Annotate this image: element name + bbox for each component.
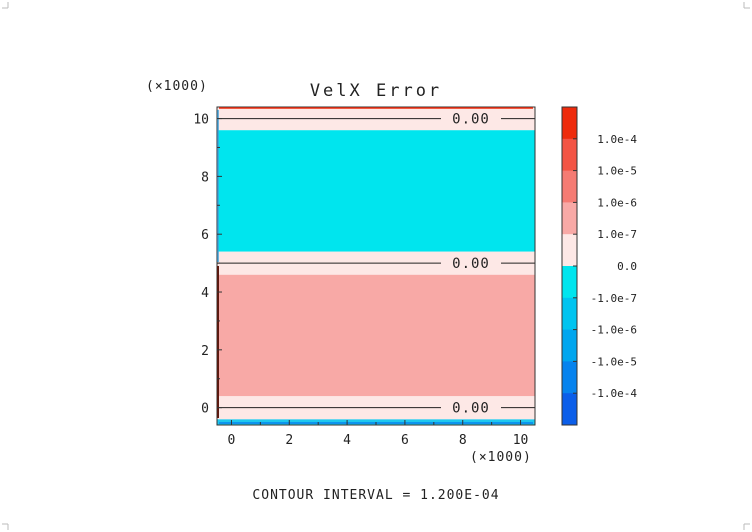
colorbar-label-7: -1.0e-5: [591, 355, 637, 368]
colorbar-swatch-0: [562, 107, 577, 140]
y-tick-label-5: 10: [193, 113, 209, 128]
x-tick-label-1: 2: [285, 433, 293, 448]
colorbar-swatch-1: [562, 138, 577, 172]
colorbar: 1.0e-4 1.0e-5 1.0e-6 1.0e-7 0.0 -1.0e-7 -1.0e-…: [561, 106, 638, 426]
x-tick-label-4: 8: [459, 433, 467, 448]
colorbar-label-6: -1.0e-6: [591, 324, 637, 337]
x-axis: 0 2 4 6 8 10: [228, 420, 529, 448]
chart-title: VelX Error: [310, 81, 442, 101]
colorbar-swatch-8: [562, 361, 577, 394]
x-multiplier-label: (×1000): [470, 450, 532, 465]
colorbar-label-4: 0.0: [617, 260, 637, 273]
contour-interval-footer: CONTOUR INTERVAL = 1.200E-04: [252, 488, 499, 503]
plot-area: [217, 107, 535, 425]
heatmap-band-2: [217, 274, 535, 397]
colorbar-label-8: -1.0e-4: [591, 387, 638, 400]
y-tick-label-0: 0: [201, 402, 209, 417]
contour-label-2: 0.00: [452, 112, 490, 128]
x-tick-label-2: 4: [343, 433, 351, 448]
colorbar-label-2: 1.0e-6: [597, 196, 637, 209]
x-tick-label-0: 0: [228, 433, 236, 448]
y-tick-label-3: 6: [201, 228, 209, 243]
colorbar-swatch-5: [562, 266, 577, 299]
y-axis: 0 2 4 6 8 10: [193, 113, 222, 417]
colorbar-swatch-2: [562, 170, 577, 203]
colorbar-swatch-4: [562, 234, 577, 267]
y-tick-label-2: 4: [201, 286, 209, 301]
colorbar-label-3: 1.0e-7: [597, 228, 637, 241]
colorbar-label-1: 1.0e-5: [597, 165, 637, 178]
colorbar-swatch-9: [562, 393, 577, 426]
contour-label-1: 0.00: [452, 256, 490, 272]
colorbar-label-0: 1.0e-4: [597, 133, 637, 146]
x-tick-label-5: 10: [513, 433, 529, 448]
y-tick-label-1: 2: [201, 344, 209, 359]
left-edge-artifact: [217, 107, 533, 424]
contour-label-0: 0.00: [452, 401, 490, 417]
colorbar-label-5: -1.0e-7: [591, 292, 637, 305]
colorbar-swatch-3: [562, 202, 577, 235]
x-tick-label-3: 6: [401, 433, 409, 448]
colorbar-swatch-6: [562, 297, 577, 331]
heatmap-band-4: [217, 130, 535, 252]
contour-lines: 0.00 0.00 0.00: [217, 112, 535, 417]
y-tick-label-4: 8: [201, 170, 209, 185]
colorbar-swatch-7: [562, 329, 577, 362]
y-multiplier-label: (×1000): [146, 79, 208, 94]
